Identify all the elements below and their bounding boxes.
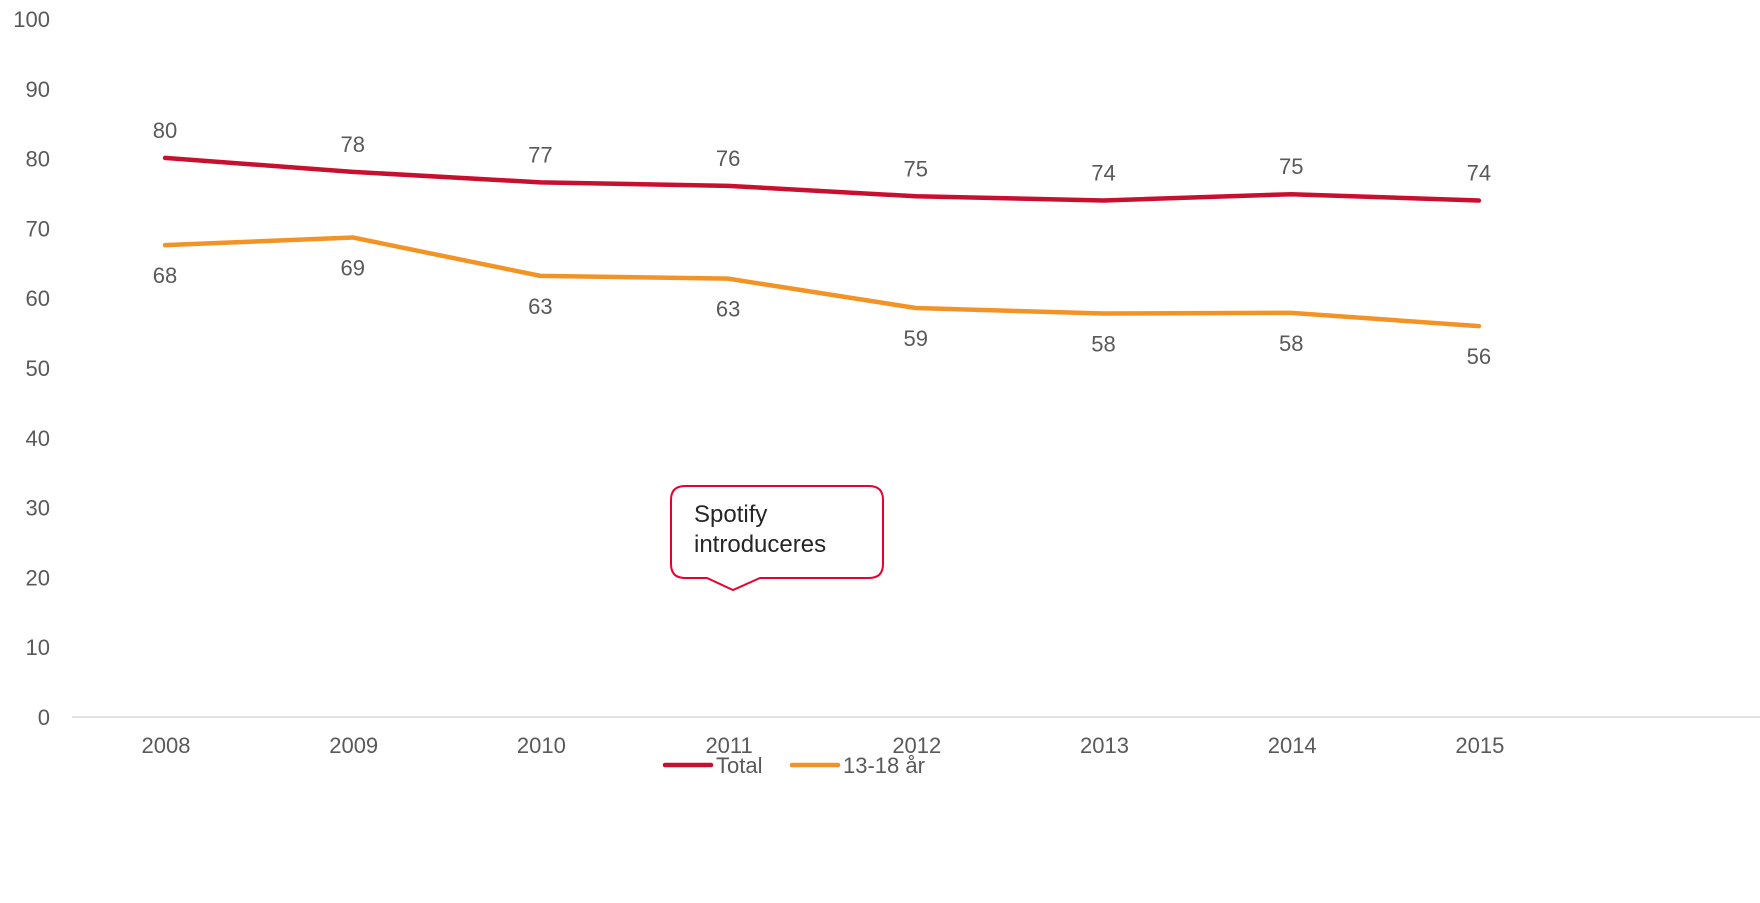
x-tick-label: 2013 <box>1080 733 1129 758</box>
callout-box <box>670 485 884 592</box>
data-label: 63 <box>716 297 740 322</box>
y-axis: 0 10 20 30 40 50 60 70 80 90 100 <box>13 7 50 730</box>
data-label: 76 <box>716 146 740 171</box>
data-label: 68 <box>153 263 177 288</box>
data-label-layer: 80 78 77 76 75 74 75 74 68 69 63 63 59 58 58 56 <box>153 118 1491 369</box>
data-label: 58 <box>1091 332 1115 357</box>
data-label: 58 <box>1279 331 1303 356</box>
annotation-layer: Spotify introduceres <box>670 485 884 592</box>
x-tick-label: 2011 <box>705 733 752 758</box>
y-tick-label: 40 <box>26 426 50 451</box>
callout-text: Spotify <box>694 501 767 528</box>
series-layer <box>162 155 1482 329</box>
data-label: 80 <box>153 118 177 143</box>
legend: Total 13-18 år <box>662 753 925 778</box>
x-tick-label: 2014 <box>1268 733 1317 758</box>
data-label: 74 <box>1467 160 1491 185</box>
x-tick-label: 2012 <box>892 733 941 758</box>
data-label: 74 <box>1091 160 1115 185</box>
data-label: 75 <box>904 156 928 181</box>
y-tick-label: 30 <box>26 496 50 521</box>
x-tick-label: 2008 <box>142 733 191 758</box>
y-tick-label: 70 <box>26 216 50 241</box>
y-tick-label: 0 <box>38 705 50 730</box>
x-tick-label: 2010 <box>517 733 566 758</box>
data-label: 56 <box>1467 344 1491 369</box>
data-label: 75 <box>1279 154 1303 179</box>
y-tick-label: 80 <box>26 147 50 172</box>
y-tick-label: 50 <box>26 356 50 381</box>
y-tick-label: 100 <box>13 7 50 32</box>
data-label: 78 <box>340 132 364 157</box>
data-label: 69 <box>340 255 364 280</box>
x-tick-label: 2015 <box>1455 733 1504 758</box>
legend-label: 13-18 år <box>843 753 925 778</box>
y-tick-label: 10 <box>26 635 50 660</box>
data-label: 77 <box>528 142 552 167</box>
callout-text: introduceres <box>694 531 826 558</box>
legend-label: Total <box>716 753 762 778</box>
data-label: 59 <box>904 326 928 351</box>
y-tick-label: 60 <box>26 286 50 311</box>
y-tick-label: 90 <box>26 77 50 102</box>
series-line-total <box>162 155 1482 203</box>
data-label: 63 <box>528 294 552 319</box>
x-tick-label: 2009 <box>329 733 378 758</box>
y-tick-label: 20 <box>26 565 50 590</box>
x-axis: 2008 2009 2010 2011 2012 2013 2014 2015 <box>72 716 1760 758</box>
series-line-13-18 <box>162 235 1482 329</box>
